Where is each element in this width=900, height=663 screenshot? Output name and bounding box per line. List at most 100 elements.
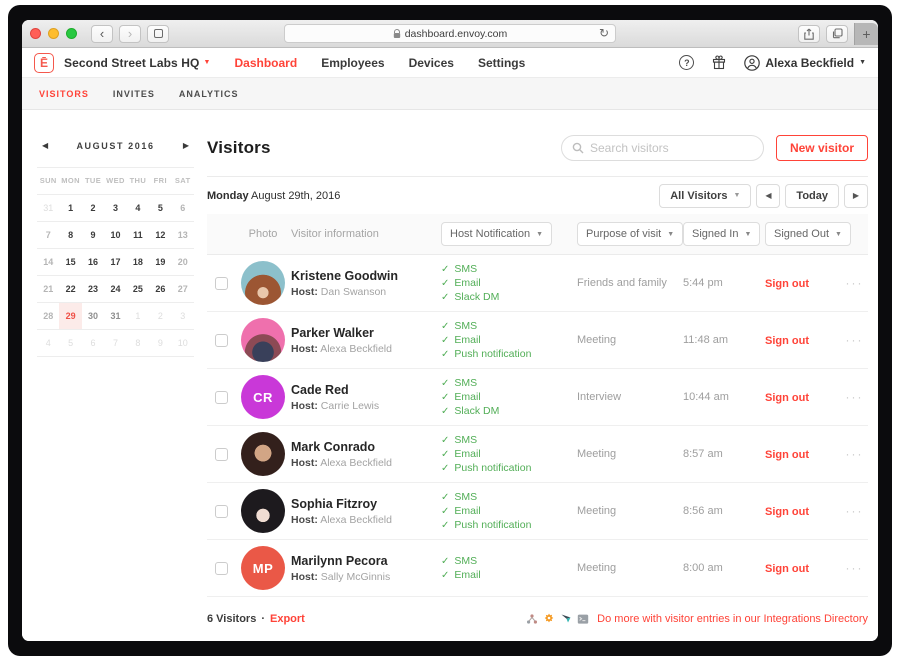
calendar-day[interactable]: 4	[135, 203, 141, 213]
calendar-day[interactable]: 14	[43, 257, 54, 267]
sign-out-link[interactable]: Sign out	[765, 506, 809, 518]
gift-button[interactable]	[712, 55, 726, 70]
row-more-button[interactable]	[841, 276, 868, 290]
integrations-directory-link[interactable]: Do more with visitor entries in our Inte…	[597, 613, 868, 625]
user-menu[interactable]: Alexa Beckfield ▼	[744, 54, 866, 71]
purpose-filter[interactable]: Purpose of visit ▼	[577, 222, 684, 246]
row-checkbox[interactable]	[214, 333, 228, 347]
company-switcher[interactable]: Second Street Labs HQ ▼	[64, 56, 211, 70]
calendar-day[interactable]: 9	[90, 230, 96, 240]
calendar-day[interactable]: 25	[132, 284, 143, 294]
nav-item[interactable]: Dashboard	[234, 55, 298, 70]
calendar-day[interactable]: 7	[112, 338, 118, 348]
calendar-day[interactable]: 16	[88, 257, 99, 267]
help-button[interactable]: ?	[679, 55, 695, 70]
section-tab[interactable]: INVITES	[112, 88, 155, 99]
calendar-day[interactable]: 9	[157, 338, 163, 348]
calendar-day[interactable]: 17	[110, 257, 121, 267]
signed-out-sort[interactable]: Signed Out ▼	[765, 222, 851, 246]
calendar-day[interactable]: 3	[180, 311, 186, 321]
tab-overview-button[interactable]	[147, 24, 169, 43]
new-tab-button[interactable]: +	[854, 22, 878, 45]
visitor-row[interactable]: Mark Conrado Host: Alexa Beckfield SMS Em…	[207, 426, 868, 483]
row-more-button[interactable]	[841, 504, 868, 518]
calendar-day[interactable]: 1	[135, 311, 141, 321]
close-window-button[interactable]	[30, 28, 41, 39]
sign-out-link[interactable]: Sign out	[765, 563, 809, 575]
calendar-day[interactable]: 23	[88, 284, 99, 294]
visitor-filter-dropdown[interactable]: All Visitors ▼	[659, 183, 752, 208]
calendar-day[interactable]: 22	[65, 284, 76, 294]
calendar-day[interactable]: 10	[177, 338, 188, 348]
calendar-day[interactable]: 12	[155, 230, 166, 240]
calendar-day[interactable]: 11	[133, 230, 143, 240]
nav-item[interactable]: Settings	[477, 55, 526, 70]
row-checkbox[interactable]	[214, 390, 228, 404]
visitor-row[interactable]: Kristene Goodwin Host: Dan Swanson SMS Em…	[207, 255, 868, 312]
calendar-day[interactable]: 26	[155, 284, 166, 294]
calendar-day[interactable]: 31	[110, 311, 121, 321]
minimize-window-button[interactable]	[48, 28, 59, 39]
calendar-prev-button[interactable]: ◀	[42, 141, 49, 150]
row-more-button[interactable]	[841, 333, 868, 347]
calendar-day[interactable]: 6	[180, 203, 186, 213]
visitor-row[interactable]: CR Cade Red Host: Carrie Lewis SMSEmailS…	[207, 369, 868, 426]
section-tab[interactable]: ANALYTICS	[178, 88, 239, 99]
visitor-row[interactable]: Parker Walker Host: Alexa Beckfield SMS E…	[207, 312, 868, 369]
new-visitor-button[interactable]: New visitor	[775, 135, 868, 161]
calendar-day[interactable]: 29	[59, 303, 82, 329]
nav-item[interactable]: Devices	[408, 55, 454, 70]
back-button[interactable]: ‹	[91, 24, 113, 43]
calendar-day[interactable]: 5	[157, 203, 163, 213]
sign-out-link[interactable]: Sign out	[765, 449, 809, 461]
zoom-window-button[interactable]	[66, 28, 77, 39]
sign-out-link[interactable]: Sign out	[765, 278, 809, 290]
calendar-day[interactable]: 19	[155, 257, 166, 267]
calendar-day[interactable]: 30	[88, 311, 99, 321]
calendar-day[interactable]: 2	[157, 311, 163, 321]
calendar-next-button[interactable]: ▶	[182, 141, 189, 150]
visitor-row[interactable]: MP Marilynn Pecora Host: Sally McGinnis …	[207, 540, 868, 597]
nav-item[interactable]: Employees	[321, 55, 385, 70]
refresh-icon[interactable]: ↻	[598, 26, 609, 40]
calendar-day[interactable]: 8	[68, 230, 74, 240]
sign-out-link[interactable]: Sign out	[765, 335, 809, 347]
calendar-day[interactable]: 8	[135, 338, 141, 348]
calendar-day[interactable]: 27	[177, 284, 188, 294]
host-notification-filter[interactable]: Host Notification ▼	[441, 222, 553, 246]
row-more-button[interactable]	[841, 561, 868, 575]
forward-button[interactable]: ›	[119, 24, 141, 43]
calendar-day[interactable]: 7	[45, 230, 51, 240]
row-checkbox[interactable]	[214, 276, 228, 290]
share-button[interactable]	[798, 24, 820, 43]
envoy-logo[interactable]: Ē	[34, 52, 54, 73]
calendar-day[interactable]: 5	[68, 338, 74, 348]
calendar-day[interactable]: 18	[132, 257, 143, 267]
search-box[interactable]	[560, 135, 764, 161]
row-checkbox[interactable]	[214, 447, 228, 461]
calendar-day[interactable]: 21	[43, 284, 54, 294]
row-more-button[interactable]	[841, 390, 868, 404]
calendar-day[interactable]: 31	[43, 203, 54, 213]
show-tabs-button[interactable]	[826, 24, 848, 43]
export-link[interactable]: Export	[270, 613, 305, 625]
calendar-day[interactable]: 2	[90, 203, 96, 213]
sign-out-link[interactable]: Sign out	[765, 392, 809, 404]
search-input[interactable]	[589, 141, 753, 155]
visitor-row[interactable]: Sophia Fitzroy Host: Alexa Beckfield SMS…	[207, 483, 868, 540]
calendar-day[interactable]: 24	[110, 284, 121, 294]
address-bar[interactable]: dashboard.envoy.com ↻	[284, 24, 616, 43]
calendar-day[interactable]: 6	[90, 338, 96, 348]
row-checkbox[interactable]	[214, 561, 228, 575]
today-button[interactable]: Today	[785, 183, 839, 208]
calendar-day[interactable]: 10	[110, 230, 121, 240]
previous-day-button[interactable]: ◀	[756, 183, 781, 208]
calendar-day[interactable]: 3	[112, 203, 118, 213]
calendar-day[interactable]: 13	[177, 230, 188, 240]
row-more-button[interactable]	[841, 447, 868, 461]
calendar-day[interactable]: 4	[45, 338, 51, 348]
row-checkbox[interactable]	[214, 504, 228, 518]
calendar-day[interactable]: 28	[43, 311, 54, 321]
calendar-day[interactable]: 1	[68, 203, 74, 213]
section-tab[interactable]: VISITORS	[39, 88, 89, 99]
